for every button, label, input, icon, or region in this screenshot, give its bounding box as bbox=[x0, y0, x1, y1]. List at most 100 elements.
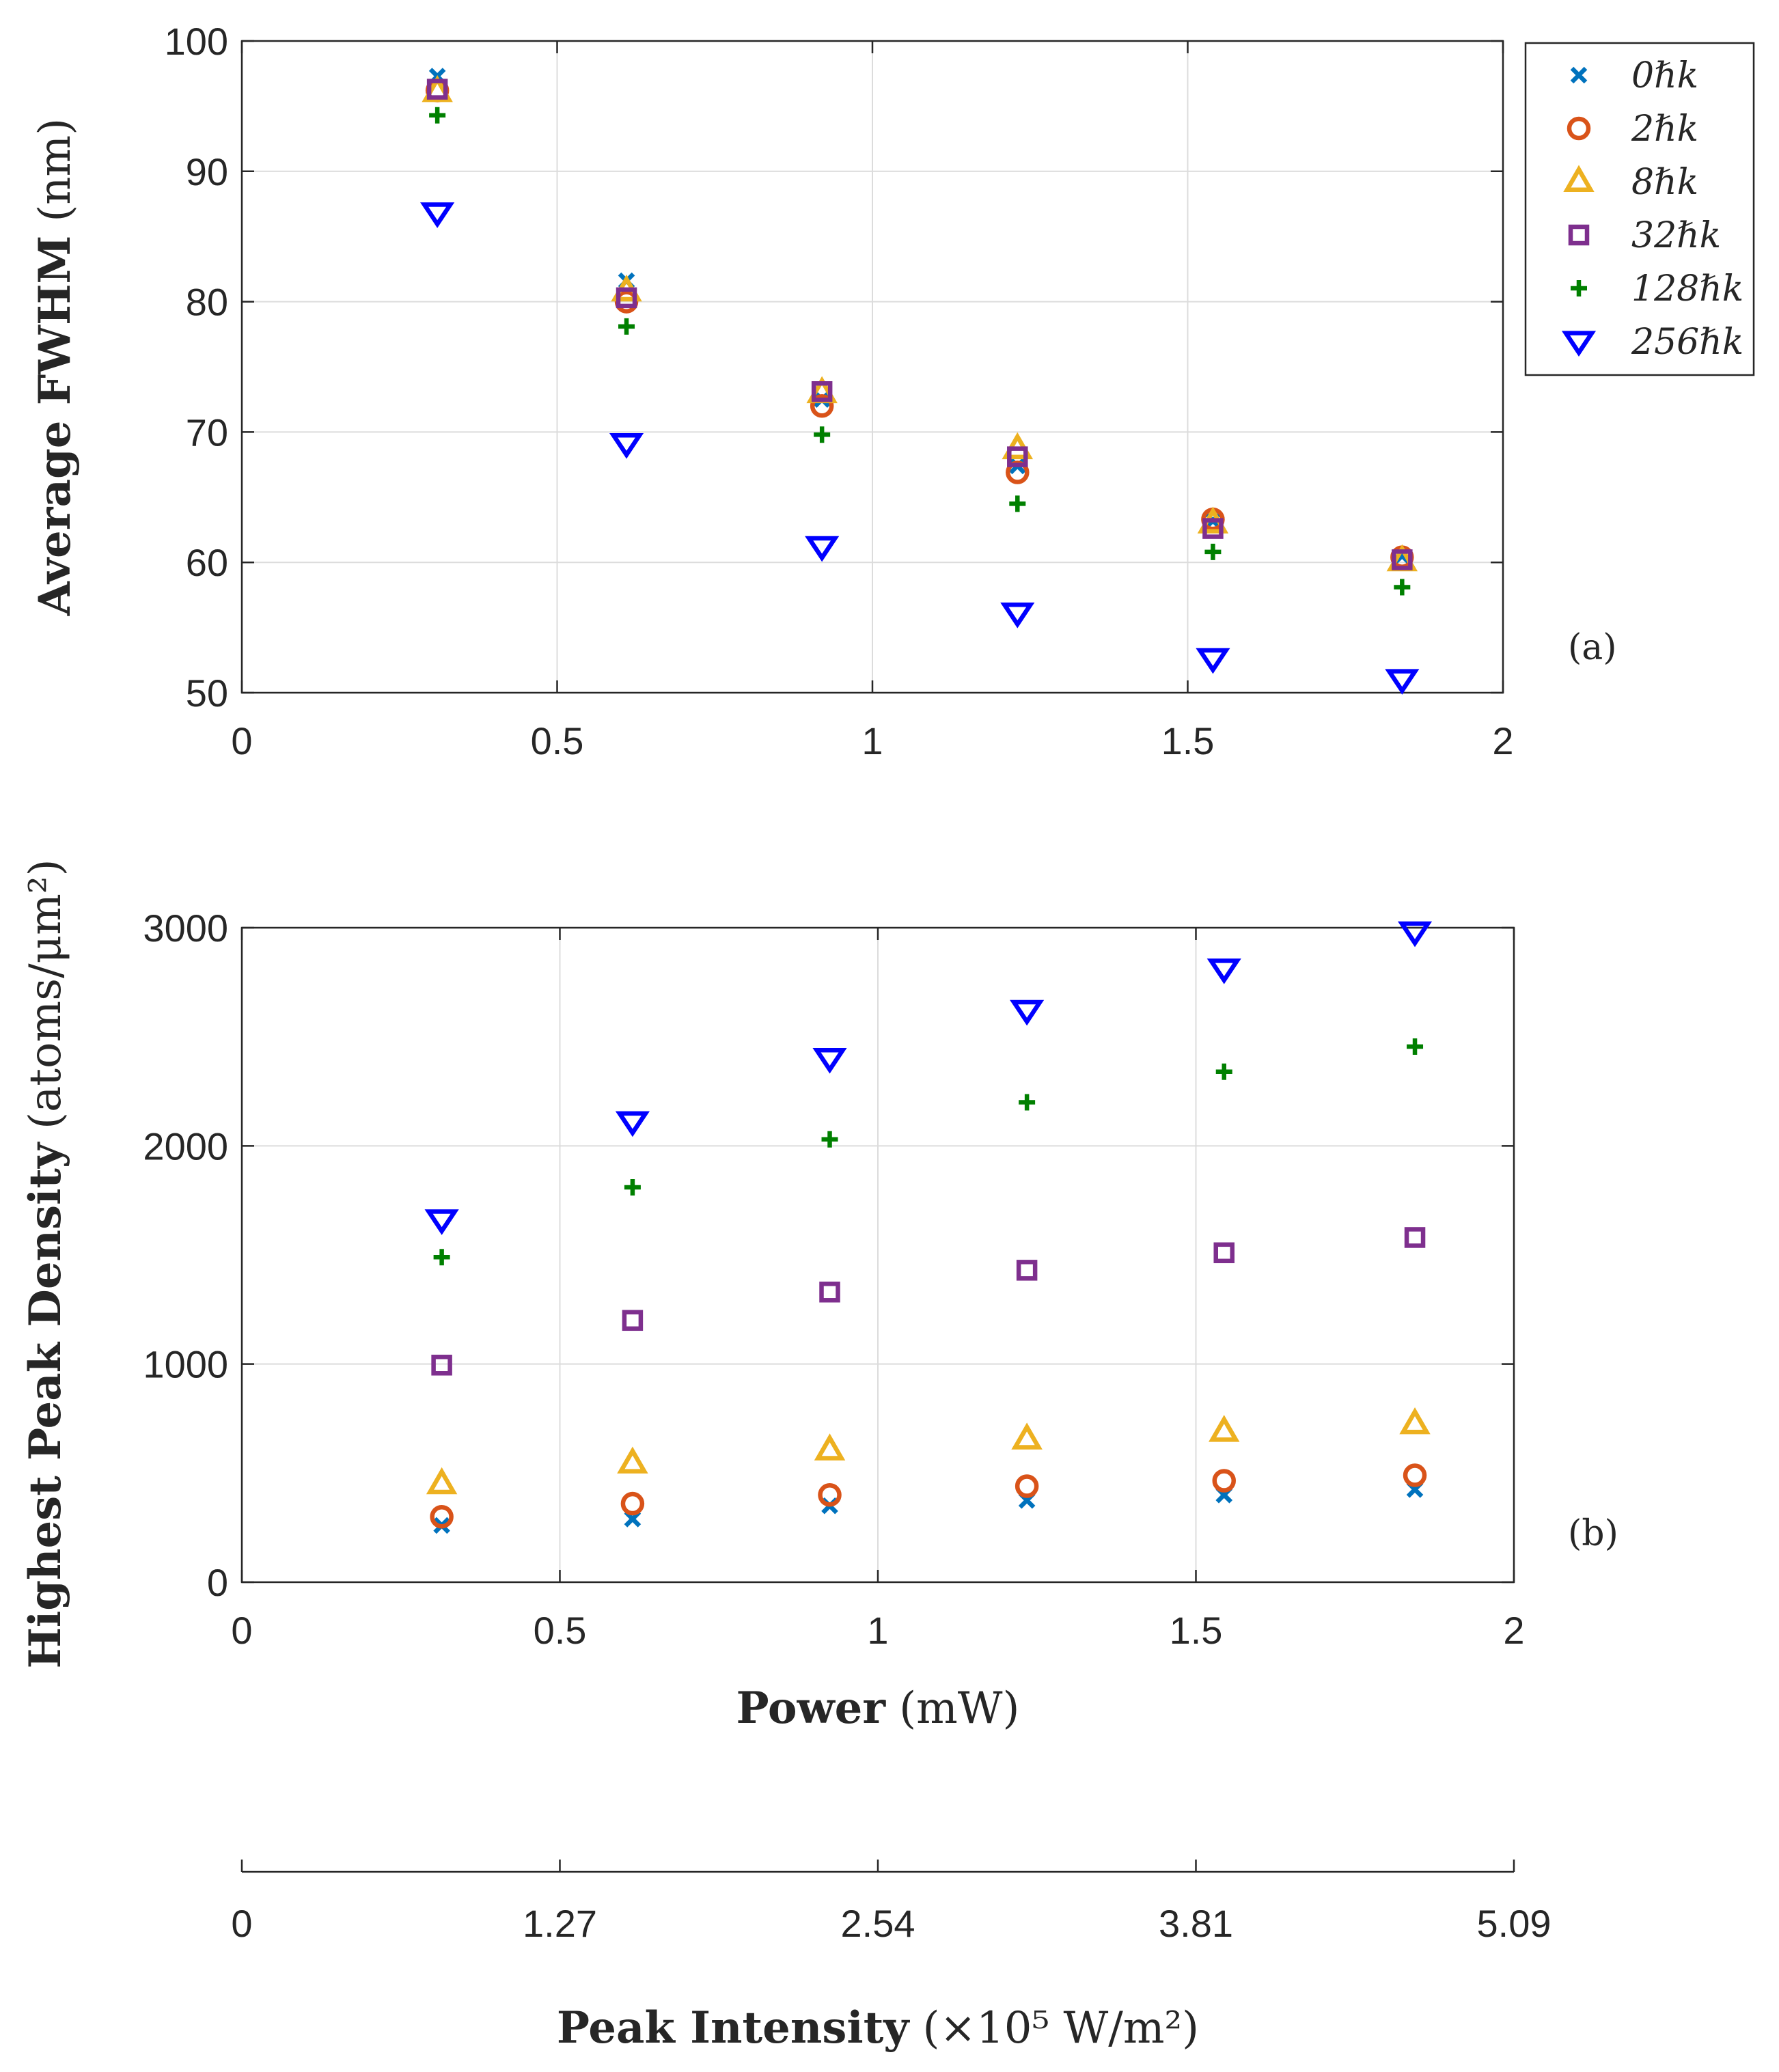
point-b-8hbark-3 bbox=[1011, 1422, 1043, 1450]
point-b-2hbark-0 bbox=[430, 1504, 454, 1529]
legend-marker-32hbark bbox=[1568, 224, 1590, 246]
secondary-axis-ticks: 0 1.27 2.54 3.81 5.09 bbox=[231, 1860, 1552, 1945]
x-tick-label: 0.5 bbox=[531, 719, 584, 762]
point-b-128hbark-2 bbox=[821, 1131, 838, 1148]
secondary-axis-label-unit: (×10⁵ W/m²) bbox=[922, 2003, 1199, 2054]
x-tick-label: 2 bbox=[1492, 719, 1513, 762]
point-b-256hbark-2 bbox=[812, 1048, 847, 1074]
y-tick-label: 50 bbox=[186, 672, 228, 715]
point-b-256hbark-5 bbox=[1397, 921, 1433, 948]
point-a-256hbark-3 bbox=[1000, 603, 1035, 628]
legend-item-128hbark: 128ℏk bbox=[1571, 268, 1743, 309]
legend-item-32hbark: 32ℏk bbox=[1568, 215, 1721, 256]
point-b-256hbark-4 bbox=[1206, 958, 1241, 984]
x-tick-label: 0.5 bbox=[534, 1609, 587, 1652]
point-a-2hbark-2 bbox=[810, 393, 834, 418]
secondary-tick-label: 3.81 bbox=[1159, 1902, 1233, 1945]
point-b-256hbark-0 bbox=[424, 1209, 459, 1235]
ylabel-b: Highest Peak Density (atoms/μm²) bbox=[20, 859, 71, 1668]
secondary-axis: 0 1.27 2.54 3.81 5.09 Peak Intensity (×10⁵ W… bbox=[231, 1860, 1552, 2054]
ylabel-b-unit: (atoms/μm²) bbox=[20, 859, 71, 1129]
series-b-128hbark bbox=[433, 1038, 1424, 1266]
point-b-256hbark-1 bbox=[615, 1111, 650, 1137]
point-a-256hbark-2 bbox=[805, 536, 840, 562]
point-a-128hbark-3 bbox=[1009, 495, 1026, 512]
point-a-128hbark-0 bbox=[429, 107, 446, 124]
point-a-256hbark-1 bbox=[609, 432, 644, 459]
secondary-tick-label: 0 bbox=[231, 1902, 252, 1945]
legend-label-8hbark: 8ℏk bbox=[1631, 162, 1698, 203]
y-tick-label: 1000 bbox=[143, 1343, 228, 1386]
point-a-32hbark-1 bbox=[616, 287, 637, 309]
legend-box bbox=[1524, 42, 1755, 376]
ylabel-a: Average FWHM (nm) bbox=[29, 118, 81, 616]
y-tick-label: 70 bbox=[186, 411, 228, 454]
point-a-32hbark-5 bbox=[1392, 549, 1413, 570]
point-b-32hbark-4 bbox=[1213, 1242, 1235, 1264]
point-b-32hbark-1 bbox=[622, 1310, 644, 1331]
series-a-0hbark bbox=[428, 68, 1411, 564]
series-b-2hbark bbox=[430, 1463, 1427, 1529]
panel-label-b: (b) bbox=[1568, 1513, 1618, 1554]
ylabel-b-bold: Highest Peak Density bbox=[20, 1142, 71, 1669]
secondary-tick-label: 1.27 bbox=[523, 1902, 597, 1945]
y-tick-label: 3000 bbox=[143, 907, 228, 950]
legend-label-0hbark: 0ℏk bbox=[1631, 55, 1698, 96]
point-a-128hbark-1 bbox=[618, 318, 635, 335]
point-b-128hbark-4 bbox=[1215, 1063, 1232, 1080]
x-tick-label: 1 bbox=[867, 1609, 888, 1652]
ticks-b: 0 0.5 1 1.5 2 0 1000 2000 3000 bbox=[143, 907, 1524, 1652]
point-b-8hbark-4 bbox=[1209, 1415, 1240, 1442]
x-tick-label: 1 bbox=[861, 719, 883, 762]
legend-item-256hbark: 256ℏk bbox=[1561, 322, 1743, 363]
legend-marker-2hbark bbox=[1567, 116, 1591, 141]
y-tick-label: 100 bbox=[165, 20, 228, 63]
point-b-8hbark-1 bbox=[617, 1446, 648, 1474]
panel-label-a: (a) bbox=[1568, 627, 1617, 668]
legend-label-2hbark: 2ℏk bbox=[1631, 109, 1698, 150]
point-b-2hbark-3 bbox=[1015, 1474, 1039, 1498]
series-b-0hbark bbox=[433, 1480, 1424, 1534]
point-a-256hbark-0 bbox=[420, 202, 455, 228]
point-a-256hbark-5 bbox=[1385, 669, 1420, 695]
point-b-32hbark-5 bbox=[1404, 1227, 1426, 1248]
point-b-2hbark-2 bbox=[818, 1483, 842, 1507]
point-b-32hbark-3 bbox=[1016, 1260, 1038, 1281]
point-a-32hbark-0 bbox=[426, 79, 448, 100]
point-b-8hbark-5 bbox=[1399, 1407, 1431, 1435]
secondary-axis-label: Peak Intensity (×10⁵ W/m²) bbox=[557, 2002, 1199, 2054]
grid-a bbox=[242, 41, 1503, 693]
series-b-32hbark bbox=[431, 1227, 1426, 1376]
point-b-128hbark-1 bbox=[624, 1179, 641, 1196]
point-b-32hbark-0 bbox=[431, 1355, 452, 1376]
legend-items: 0ℏk 2ℏk 8ℏk 32ℏk 128ℏk 256ℏk bbox=[1561, 55, 1743, 363]
legend-marker-256hbark bbox=[1561, 331, 1597, 357]
point-b-256hbark-3 bbox=[1010, 999, 1045, 1026]
legend-label-256hbark: 256ℏk bbox=[1631, 322, 1743, 363]
legend-marker-8hbark bbox=[1563, 165, 1595, 192]
legend-marker-0hbark bbox=[1570, 66, 1588, 84]
x-tick-label: 1.5 bbox=[1161, 719, 1215, 762]
series-a-2hbark bbox=[425, 79, 1414, 569]
legend-item-8hbark: 8ℏk bbox=[1563, 162, 1698, 203]
series-a-128hbark bbox=[429, 107, 1411, 596]
panel-a: 0 0.5 1 1.5 2 50 60 70 80 90 100 (a) Average FWHM … bbox=[29, 20, 1617, 762]
xlabel-b: Power (mW) bbox=[736, 1683, 1019, 1734]
series-b-256hbark bbox=[424, 921, 1433, 1235]
secondary-tick-label: 2.54 bbox=[841, 1902, 915, 1945]
point-b-2hbark-1 bbox=[620, 1491, 645, 1516]
point-b-128hbark-3 bbox=[1019, 1094, 1036, 1111]
series-b-8hbark bbox=[426, 1407, 1431, 1495]
xlabel-b-unit: (mW) bbox=[899, 1683, 1019, 1734]
y-tick-label: 0 bbox=[207, 1561, 228, 1604]
series-a-8hbark bbox=[422, 74, 1418, 572]
point-a-32hbark-3 bbox=[1007, 446, 1028, 467]
point-a-256hbark-4 bbox=[1196, 648, 1230, 674]
x-tick-label: 2 bbox=[1503, 1609, 1524, 1652]
secondary-tick-label: 5.09 bbox=[1477, 1902, 1552, 1945]
y-tick-label: 60 bbox=[186, 541, 228, 584]
x-tick-label: 0 bbox=[231, 1609, 252, 1652]
x-tick-label: 0 bbox=[231, 719, 252, 762]
panel-b: 0 0.5 1 1.5 2 0 1000 2000 3000 (b) Highest Peak … bbox=[20, 859, 1618, 1734]
x-tick-label: 1.5 bbox=[1170, 1609, 1223, 1652]
